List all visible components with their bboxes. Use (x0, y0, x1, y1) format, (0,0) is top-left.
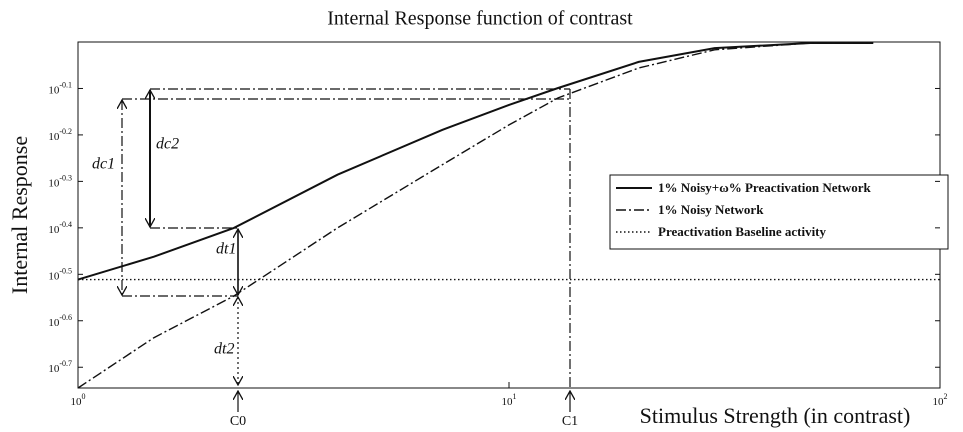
annotation: dc1 (92, 156, 115, 173)
legend-box (609, 174, 949, 250)
annotation: dt1 (216, 241, 236, 258)
legend-label: 1% Noisy+ω% Preactivation Network (658, 180, 871, 195)
annotation-lines (122, 88, 570, 412)
y-axis-label: Internal Response (7, 136, 32, 294)
y-tick-label: 10-0.2 (48, 127, 72, 143)
x-tick-label: 100 (71, 392, 86, 408)
annotation: C0 (230, 414, 246, 429)
x-tick-label: 101 (502, 392, 517, 408)
series-line (77, 42, 874, 281)
legend-label: Preactivation Baseline activity (658, 224, 827, 239)
annotation: dc2 (156, 136, 179, 153)
annotation: dt2 (214, 341, 234, 358)
y-tick-label: 10-0.3 (48, 173, 72, 189)
y-tick-label: 10-0.6 (48, 313, 72, 329)
x-axis-label: Stimulus Strength (in contrast) (640, 403, 911, 428)
y-tick-label: 10-0.5 (48, 266, 72, 282)
y-tick-label: 10-0.1 (48, 80, 72, 96)
legend-label: 1% Noisy Network (658, 202, 764, 217)
y-tick-label: 10-0.4 (48, 220, 72, 236)
x-tick-label: 102 (933, 392, 948, 408)
chart-title: Internal Response function of contrast (327, 8, 633, 30)
y-tick-label: 10-0.7 (48, 359, 72, 375)
annotation: C1 (562, 414, 578, 429)
series-line (77, 42, 874, 389)
